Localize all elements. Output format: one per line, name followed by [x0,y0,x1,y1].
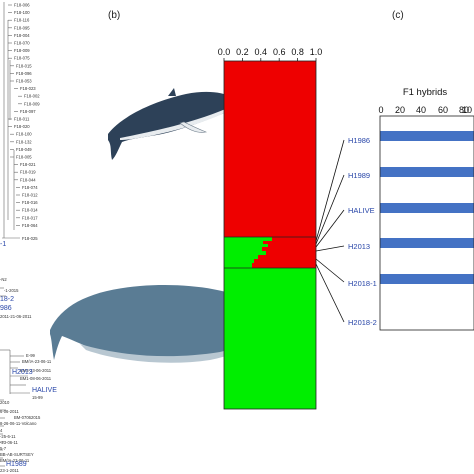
hybrid-connectors [315,139,345,323]
tree-label: F18-053 [16,79,32,84]
tree-label: F18-064 [22,223,38,228]
tree-label: 6-06-2011 [0,409,19,414]
hybrid-label-halive: HALIVE [348,206,375,215]
tree-label: F18-070 [14,41,30,46]
f1-bar [380,274,474,284]
tree-label: -1-2015 [4,288,19,293]
tree-label: -N2 [0,277,7,282]
tree-label: 23-1-2011 [0,468,19,473]
f1-tick-label: 40 [416,105,426,115]
axis-tick-label: 0.2 [236,47,249,57]
tree-label: F18-049 [16,147,32,152]
axis-tick-label: 0.4 [255,47,268,57]
tree-label: F18-009 [24,101,40,106]
f1-bar [380,203,474,213]
hybrid-label-h2018-2: H2018-2 [348,318,377,327]
structure-plot: 0.0 0.2 0.4 0.6 0.8 1.0 [218,47,323,410]
f1-axis-ticks: 0 20 40 60 80 10 [378,105,472,115]
tree-label: F18-116 [14,18,30,23]
tree-label: BB-AB-SURTSEY [0,452,34,457]
hybrid-proportion-fin [252,237,316,268]
tree-label: 4 [0,428,3,433]
f1-tick-label: 0 [378,105,383,115]
hybrid-proportion-blue [224,237,272,268]
tree-label: BM3-23-06-2011 [20,368,52,373]
f1-bars [380,131,474,284]
tree-label: F18-019 [20,170,36,175]
tree-label: 8-26-06-11-Volcano [0,421,37,426]
tree-blue-label: -1 [0,241,6,248]
hybrid-labels: H1986 H1989 HALIVE H2013 H2018-1 H2018-2 [348,136,377,327]
tree-blue-label: H1989 [6,461,27,468]
tree-label: F18-100 [14,10,30,15]
hybrid-label-h2018-1: H2018-1 [348,279,377,288]
tree-label: F18-015 [16,63,32,68]
tree-blue-label: H2013 [12,369,33,376]
tree-label: F18-011 [14,117,30,122]
tree-label: F18-017 [22,215,38,220]
tree-label: 2010 [0,400,10,405]
tree-label: -25-6-11 [0,434,16,439]
tree-label: 2011-21-06-2011 [0,314,32,319]
tree-label: F18-012 [22,193,38,198]
tree-label: F18-021 [20,162,36,167]
tree-label: F18-014 [22,208,38,213]
f1-tick-label: 10 [462,105,472,115]
tree-label: BM/IA-23-06-11 [0,458,30,463]
phylogenetic-tree: F18-006 F18-100 F18-116 F18-095 F18-004 F18-0… [0,2,57,473]
f1-tick-label: 80 [459,105,469,115]
tree-label: F18-100 [16,132,32,137]
axis-tick-label: 1.0 [310,47,323,57]
tree-label: F18-004 [14,33,30,38]
tree-label: F18-074 [22,185,38,190]
axis-tick-label: 0.0 [218,47,231,57]
tree-branches [3,2,22,238]
fin-whale-cluster-bar [224,61,316,237]
tree-label: F18-009 [14,48,30,53]
tree-label: F18-006 [14,3,30,8]
hybrid-label-h1986: H1986 [348,136,370,145]
tree-label: F18-095 [14,25,30,30]
tree-label: BM-07062015 [14,415,41,420]
tree-blue-label: HALIVE [32,387,57,394]
tree-label: F18-132 [16,139,32,144]
panel-label-b: (b) [108,10,120,21]
tree-label: BM1-08-06-2011 [20,376,52,381]
f1-bar [380,167,474,177]
panel-label-c: (c) [392,10,404,21]
f1-bar [380,238,474,248]
f1-plot-frame [379,115,474,331]
f1-tick-label: 60 [438,105,448,115]
axis-tick-label: 0.6 [273,47,286,57]
f1-panel-title: F1 hybrids [403,87,448,98]
tree-label: E-99 [26,353,36,358]
tree-label: F18-096 [16,71,32,76]
tree-label: F18-097 [20,109,36,114]
tree-label: BM/IA-23-06-11 [22,359,52,364]
tree-label: F18-025 [22,236,38,241]
f1-bar [380,131,474,141]
tree-label: F18-005 [16,155,32,160]
f1-tick-label: 20 [395,105,405,115]
tree-label: F18-023 [20,86,36,91]
fin-whale-illustration [108,88,238,160]
hybrid-label-h1989: H1989 [348,171,370,180]
axis-tick-label: 0.8 [291,47,304,57]
tree-label: F18-044 [20,177,36,182]
tree-label: -23-06-11 [0,440,19,445]
tree-label: 15-99 [32,395,43,400]
tree-label: F18-002 [24,94,40,99]
tree-label: 5-7 [0,446,7,451]
tree-blue-label: 18-2 [0,296,14,303]
tree-label: F18-020 [14,124,30,129]
tree-label: F18-075 [14,56,30,61]
tree-upper-labels: F18-006 F18-100 F18-116 F18-095 F18-004 F18-0… [14,3,40,228]
tree-label: F18-016 [22,200,38,205]
hybrid-label-h2013: H2013 [348,242,370,251]
tree-blue-label: 986 [0,305,12,312]
